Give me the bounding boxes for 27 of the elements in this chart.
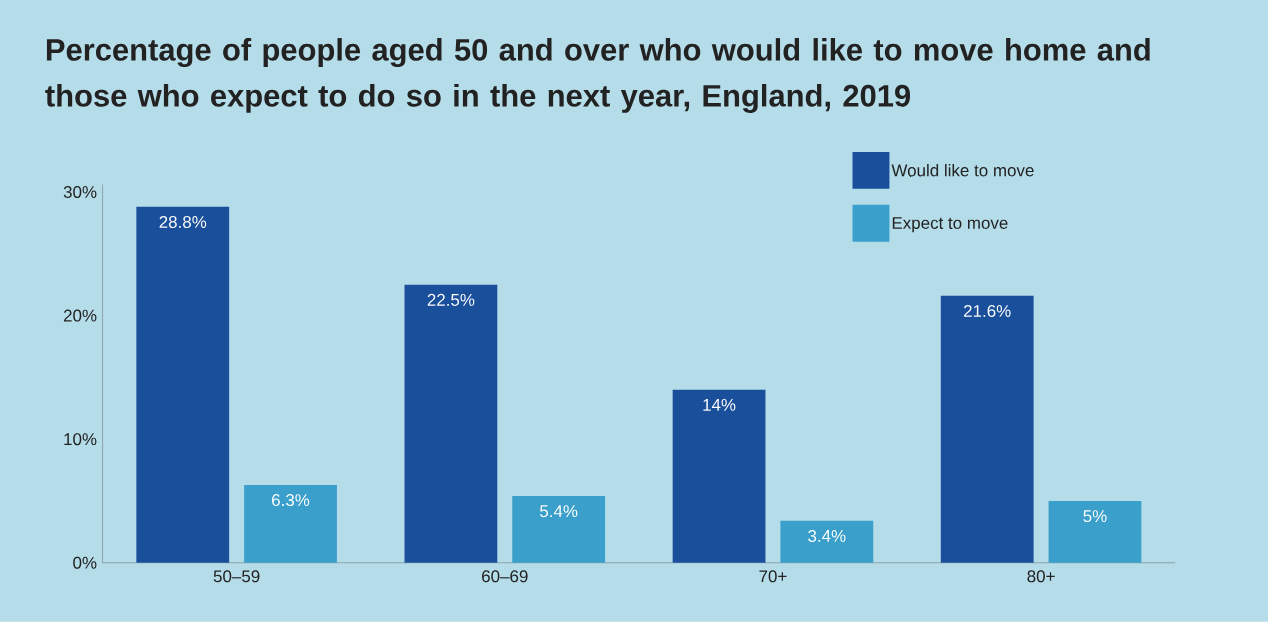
x-tick-label: 60–69	[482, 570, 528, 583]
data-label: 22.5%	[427, 294, 475, 307]
data-label: 3.4%	[808, 530, 846, 543]
data-label: 14%	[703, 399, 736, 411]
bar	[780, 520, 874, 563]
y-tick-label: 10%	[64, 433, 97, 446]
bar	[1048, 501, 1142, 563]
data-label: 21.6%	[964, 305, 1011, 318]
x-tick-label: 80+	[1027, 570, 1055, 583]
data-label: 5%	[1083, 510, 1107, 523]
bar	[940, 296, 1034, 563]
legend-label: Would like to move	[891, 164, 1034, 177]
data-label: 28.8%	[159, 216, 207, 229]
x-tick-label: 50–59	[213, 570, 260, 583]
bar	[672, 389, 766, 563]
chart-title: Percentage of people aged 50 and over who would like to move home and those who expect to do so in the next year, England, 2019	[45, 38, 1150, 114]
x-tick-label: 70+	[759, 570, 787, 583]
legend-label: Expect to move	[892, 217, 1008, 233]
bar	[244, 485, 337, 563]
data-label: 6.3%	[272, 494, 310, 507]
y-tick-label: 30%	[63, 186, 97, 199]
y-tick-label: 0%	[73, 556, 97, 569]
bar	[404, 284, 498, 563]
bar	[512, 496, 606, 563]
bar	[136, 207, 230, 563]
data-label: 5.4%	[540, 505, 578, 518]
y-tick-label: 20%	[63, 309, 97, 322]
